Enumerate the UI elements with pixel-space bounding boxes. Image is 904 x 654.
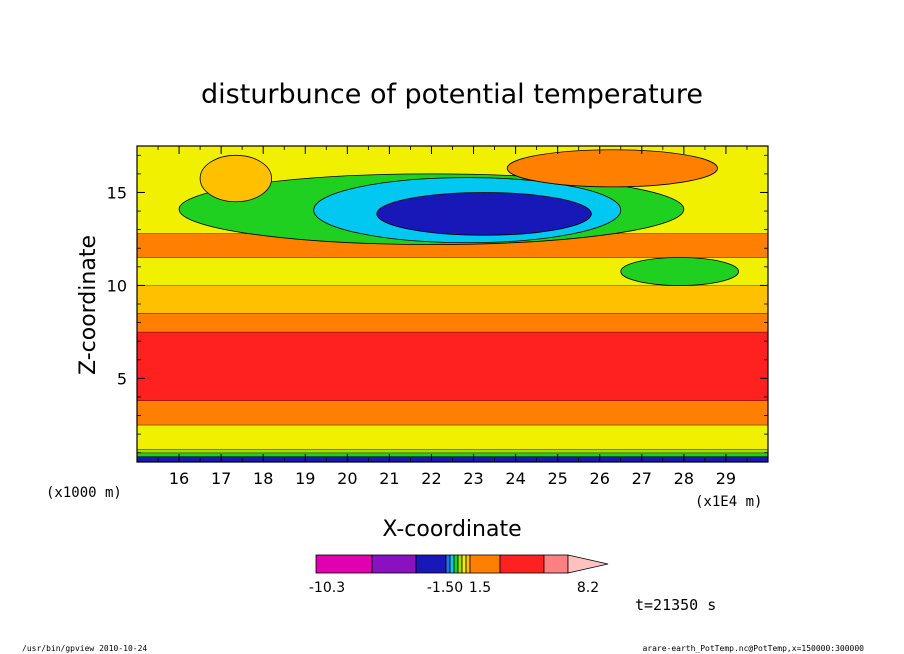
x-tick-label-20: 20: [337, 469, 357, 488]
layer-band-3: [137, 424, 768, 449]
x-tick-label-29: 29: [716, 469, 736, 488]
chart-title: disturbunce of potential temperature: [201, 79, 703, 110]
x-tick-label-24: 24: [505, 469, 525, 488]
colorbar-label-2: 1.5: [469, 580, 491, 596]
layer-band-2: [137, 448, 768, 453]
y-tick-label-5: 5: [117, 369, 127, 388]
y-unit-label: (x1000 m): [46, 485, 122, 501]
time-label: t=21350 s: [635, 596, 716, 614]
x-unit-label: (x1E4 m): [695, 494, 762, 510]
y-tick-label-10: 10: [107, 276, 127, 295]
x-tick-label-25: 25: [547, 469, 567, 488]
layer-band-5: [137, 331, 768, 401]
feature-warm-cell-upper-right: [506, 149, 718, 188]
plot-area: 16 17 18 19 20 21 22 23 24 25 26 27 28 29 5 10 15: [107, 145, 769, 488]
layer-band-7: [137, 285, 768, 314]
x-tick-label-27: 27: [632, 469, 652, 488]
colorbar-cell-2: [415, 554, 447, 574]
colorbar-cell-8: [465, 554, 471, 574]
x-tick-label-28: 28: [674, 469, 694, 488]
colorbar-label-3: 8.2: [577, 580, 599, 596]
layer-band-6: [137, 313, 768, 332]
colorbar-cell-9: [469, 554, 501, 574]
colorbar-cell-5: [453, 554, 459, 574]
colorbar-cell-4: [449, 554, 455, 574]
layer-band-1: [137, 452, 768, 457]
colorbar-cell-11: [543, 554, 569, 574]
x-tick-label-23: 23: [463, 469, 483, 488]
footer-left: /usr/bin/gpview 2010-10-24: [22, 644, 147, 653]
colorbar-cell-7: [461, 554, 467, 574]
y-tick-label-15: 15: [107, 183, 127, 202]
x-tick-label-19: 19: [295, 469, 315, 488]
colorbar: -10.3 -1.50 1.5 8.2: [309, 554, 609, 596]
colorbar-label-0: -10.3: [309, 580, 345, 596]
x-tick-label-22: 22: [421, 469, 441, 488]
colorbar-arrow: [567, 554, 609, 574]
colorbar-cell-1: [371, 554, 417, 574]
x-tick-label-26: 26: [590, 469, 610, 488]
feature-cold-core: [376, 192, 592, 236]
x-tick-label-21: 21: [379, 469, 399, 488]
feature-cool-cell-right: [620, 257, 739, 286]
x-axis-label: X-coordinate: [382, 517, 521, 542]
x-tick-label-16: 16: [169, 469, 189, 488]
footer-right: arare-earth_PotTemp.nc@PotTemp,x=150000:…: [642, 644, 864, 653]
colorbar-cell-10: [499, 554, 545, 574]
x-tick-label-18: 18: [253, 469, 273, 488]
colorbar-cell-3: [445, 554, 451, 574]
layer-band-4: [137, 400, 768, 425]
feature-warm-cell-upper-left: [199, 154, 273, 203]
colorbar-cell-6: [457, 554, 463, 574]
colorbar-label-1: -1.50: [427, 580, 463, 596]
y-axis-label: Z-coordinate: [76, 235, 101, 375]
colorbar-cell-0: [315, 554, 373, 574]
x-tick-label-17: 17: [211, 469, 231, 488]
